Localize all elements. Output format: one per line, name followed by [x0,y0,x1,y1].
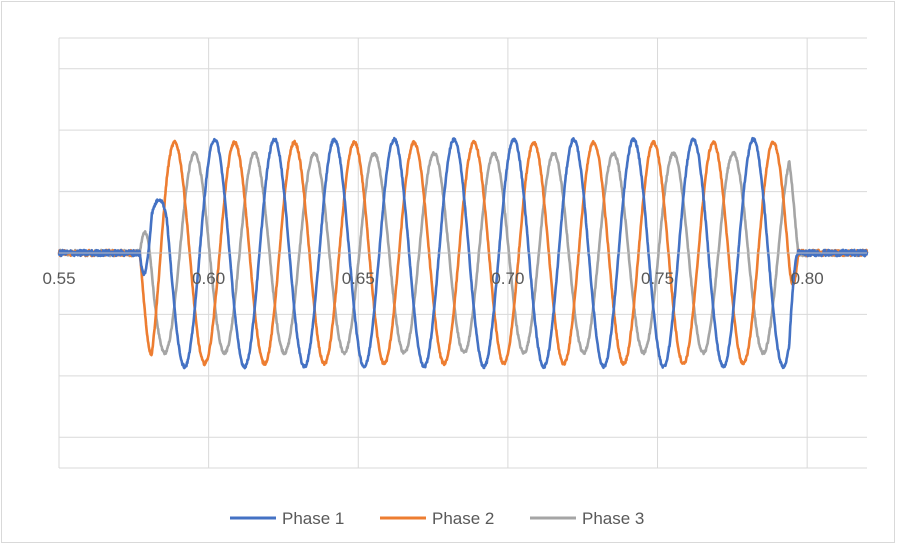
x-tick-label: 0.75 [641,269,674,288]
x-tick-label: 0.65 [342,269,375,288]
x-axis: 0.55 0.60 0.65 0.70 0.75 0.80 [42,252,867,288]
legend-label-phase-3: Phase 3 [582,509,644,528]
x-tick-label: 0.60 [192,269,225,288]
legend-label-phase-2: Phase 2 [432,509,494,528]
series-lines [57,136,869,370]
x-tick-label: 0.55 [42,269,75,288]
legend: Phase 1 Phase 2 Phase 3 [230,509,644,528]
series-line-phase-1 [57,136,869,370]
x-tick-label: 0.80 [791,269,824,288]
x-tick-label: 0.70 [491,269,524,288]
series-line-phase-3 [57,150,869,356]
legend-label-phase-1: Phase 1 [282,509,344,528]
series-line-phase-2 [57,139,869,367]
